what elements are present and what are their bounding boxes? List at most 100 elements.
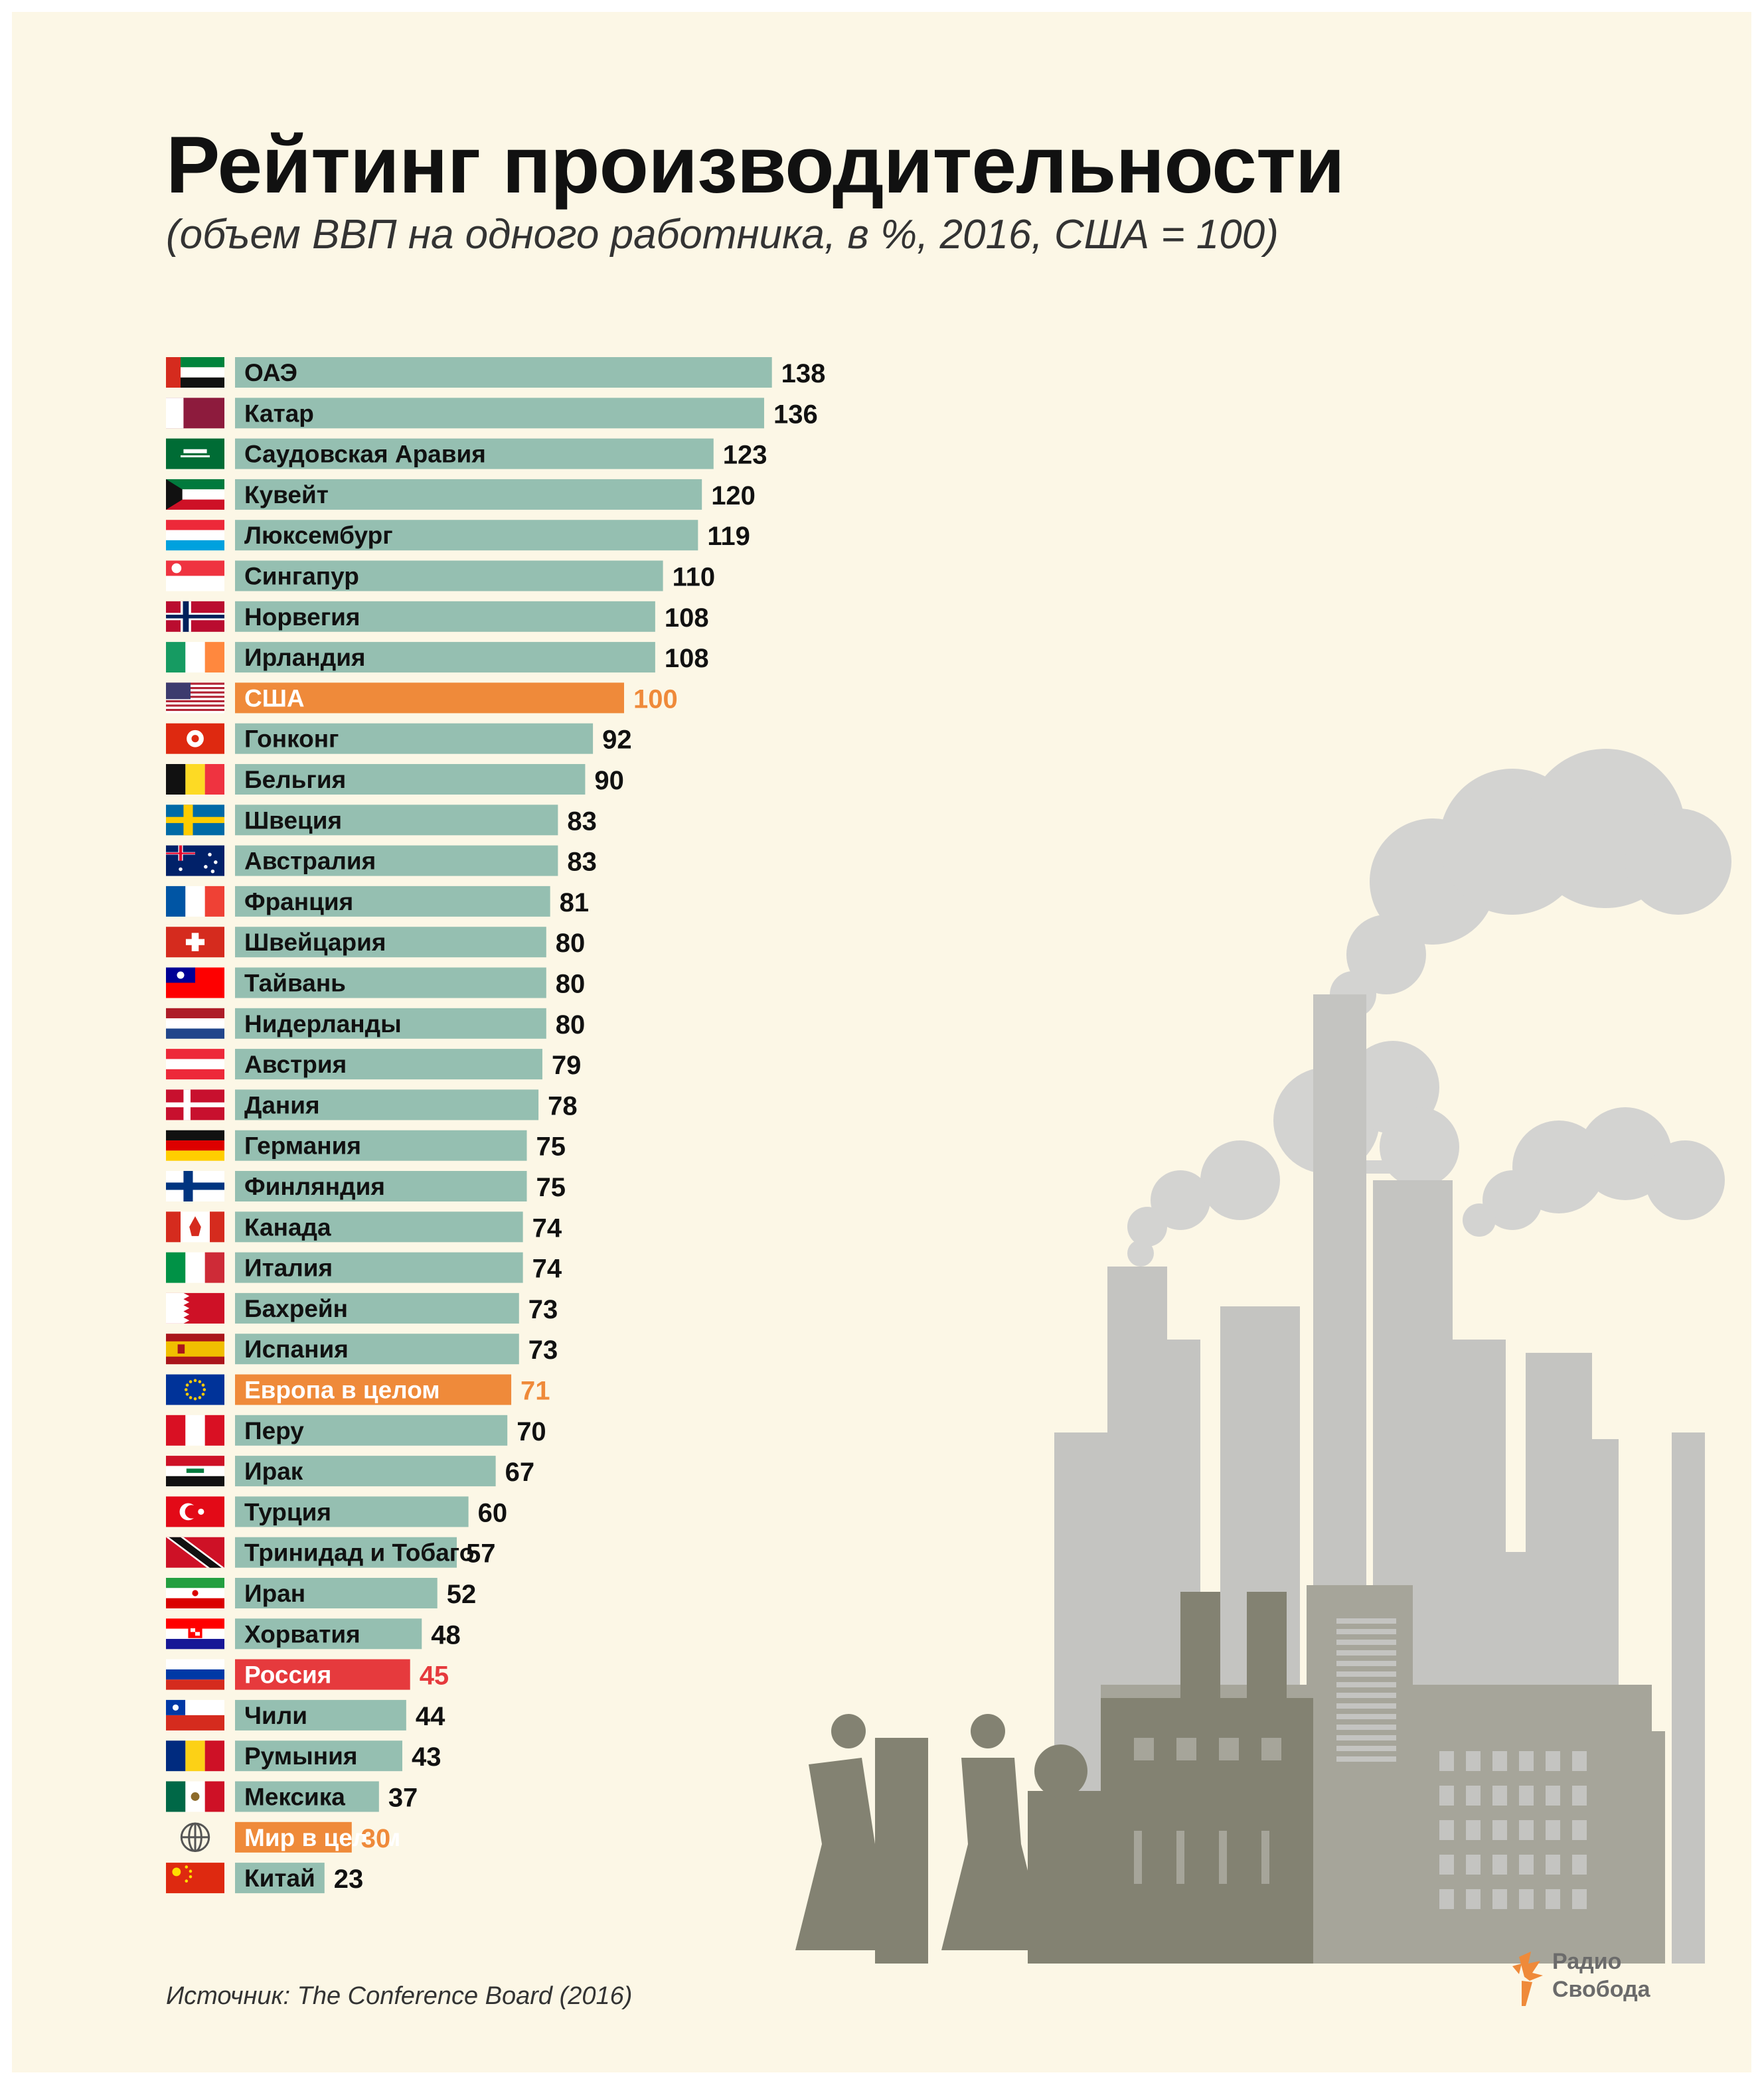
bar [235,1496,469,1527]
bar-row: Турция 60 [166,1496,507,1527]
bar-row: Румыния 43 [166,1740,441,1772]
value-label: 75 [536,1132,566,1162]
bar [235,560,663,591]
bar-row: Кувейт 120 [166,479,756,510]
bar-row: США 100 [166,682,678,714]
bar-row: Мексика 37 [166,1781,418,1813]
bar-label: Финляндия [244,1173,385,1200]
bar-label: Европа в целом [244,1377,440,1404]
flag-sweden [166,805,224,836]
bar [235,764,586,795]
bar-row: Гонконг 92 [166,723,632,755]
value-label: 92 [602,726,632,755]
value-label: 81 [560,888,590,917]
flag-romania [166,1740,224,1772]
value-label: 37 [388,1784,418,1813]
value-label: 110 [673,563,716,592]
bar-label: Нидерланды [244,1010,402,1038]
flag-belgium [166,764,224,795]
bar-label: Иран [244,1580,305,1607]
value-label: 60 [478,1498,508,1527]
bar-label: Китай [244,1865,315,1892]
value-label: 119 [707,522,750,551]
bar-label: Турция [244,1498,331,1525]
bar [235,398,764,429]
bar [235,1130,527,1161]
bar [235,642,655,673]
bar [235,805,558,836]
bar-row: Бахрейн 73 [166,1292,558,1324]
flag-ireland [166,642,224,673]
bar-row: Саудовская Аравия 123 [166,438,767,470]
bar [235,1415,508,1446]
bar-label: Германия [244,1132,361,1160]
bar [235,1334,519,1365]
value-label: 100 [633,684,678,714]
flag-taiwan [166,967,224,998]
bar-label: Румыния [244,1742,357,1770]
bar [235,1537,457,1568]
bar-chart: ОАЭ 138 Катар 136 Саудовская Аравия 123 Кувейт… [166,357,826,1894]
flag-switzerland [166,927,224,958]
bar [235,357,772,388]
bar [235,479,702,510]
flag-trinidad-tobago [166,1537,224,1568]
bar [235,1821,352,1853]
flag-netherlands [166,1008,224,1039]
bar-row: Германия 75 [166,1130,566,1162]
flag-canada [166,1211,224,1243]
value-label: 83 [567,807,597,836]
bar-label: Тринидад и Тобаго [244,1539,474,1567]
bar [235,886,550,917]
bar [235,520,698,551]
flag-austria [166,1049,224,1080]
flag-iraq [166,1456,224,1487]
bar-label: Швеция [244,807,342,834]
bar-label: Италия [244,1255,333,1282]
logo-line-2: Свобода [1552,1977,1650,2002]
flag-mexico [166,1781,224,1812]
globe-icon [180,1822,210,1853]
infographic-page: Рейтинг производительности (объем ВВП на… [12,12,1751,2072]
value-label: 75 [536,1173,566,1202]
value-label: 78 [548,1091,578,1120]
bar-label: Ирак [244,1458,303,1485]
factory-illustration [795,749,1731,1964]
value-label: 108 [665,644,709,673]
flag-saudi-arabia [166,438,224,469]
bar-label: Канада [244,1213,331,1241]
bar [235,1740,402,1772]
bar-row: Хорватия 48 [166,1618,461,1650]
page-subtitle: (объем ВВП на одного работника, в %, 201… [166,212,1279,258]
flag-peru [166,1415,224,1446]
bar-label: Перу [244,1417,304,1444]
bar [235,1008,546,1039]
bar-label: Чили [244,1702,307,1729]
bar [235,927,546,958]
value-label: 74 [532,1255,562,1284]
bar [235,1781,379,1812]
flag-france [166,886,224,917]
bar [235,438,714,469]
source-note: Источник: The Conference Board (2016) [166,1982,633,2010]
bar-row: Австралия 83 [166,845,597,877]
flag-eu [166,1374,224,1405]
flag-hong-kong [166,723,224,754]
flag-kuwait [166,479,224,510]
bar-row: Швейцария 80 [166,927,585,958]
page-title: Рейтинг производительности [166,119,1345,210]
bar-row: Нидерланды 80 [166,1008,585,1040]
flag-norway [166,601,224,632]
flag-china [166,1863,224,1894]
value-label: 138 [781,359,826,388]
flag-croatia [166,1618,224,1650]
flag-luxembourg [166,520,224,551]
bar-row: Европа в целом 71 [166,1374,550,1406]
value-label: 123 [723,441,767,470]
bar [235,601,655,632]
value-label: 57 [466,1539,496,1569]
bar-label: Россия [244,1661,331,1689]
bar-row: Дания 78 [166,1089,578,1120]
